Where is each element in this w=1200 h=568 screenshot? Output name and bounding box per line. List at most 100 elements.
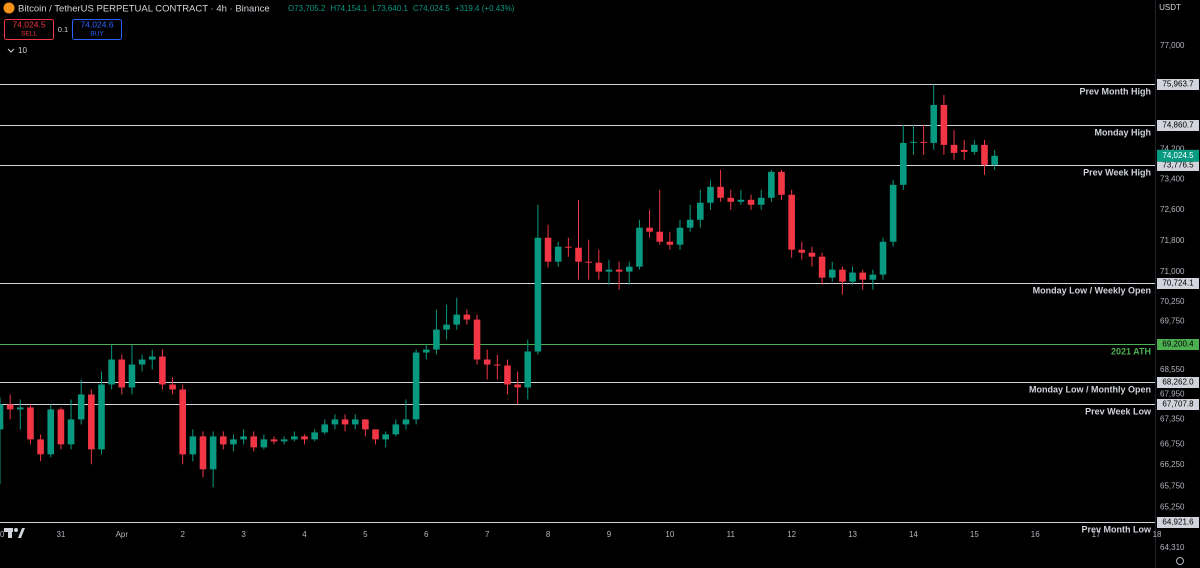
collapse-chevron[interactable] [7,48,15,53]
candle-body [544,237,552,262]
candle-body [707,186,714,203]
x-tick-label: 3 [241,530,246,539]
y-tick-label: 66,750 [1160,439,1185,448]
level-tag-label: 67,707.8 [1162,400,1194,409]
y-tick-label: 71,800 [1160,236,1185,245]
candle-body [636,227,643,267]
buy-button[interactable] [72,19,122,40]
level-tag-label: 74,860.7 [1162,121,1194,130]
candle-body [859,272,866,280]
candle-body [828,269,836,278]
x-tick-label: 5 [363,530,368,539]
indicator-count: 10 [18,46,27,55]
candle-body [443,324,450,330]
candle-body [981,144,988,165]
level-label: Monday Low / Monthly Open [1029,384,1151,394]
level-label: Monday High [1095,127,1152,137]
ohlc-value: L73,640.1 [372,4,408,13]
candle-body [849,272,856,282]
candle-body [615,269,623,272]
level-tag [1157,339,1199,350]
level-label: Prev Week High [1083,167,1151,177]
candle-body [585,261,592,263]
candle-body [798,249,806,253]
candle-body [199,436,207,470]
candle-body [128,364,136,388]
buy-price: 74,024.6 [80,19,113,29]
candle-body [889,184,897,242]
candle-body [351,419,359,425]
candle-body [311,432,318,440]
buy-label: BUY [90,31,104,38]
candle-body [250,436,258,448]
sell-button[interactable] [4,19,54,40]
level-tag [1157,120,1199,131]
candle-body [341,419,349,425]
candle-body [88,394,95,450]
candle-body [301,436,308,440]
candle-body [565,246,572,248]
candle-body [321,424,329,433]
x-tick-label: 8 [546,530,551,539]
candle-body [412,352,420,420]
candle-body [6,404,14,410]
x-tick-label: 18 [1153,530,1162,539]
x-tick-label: 6 [424,530,429,539]
x-tick-label: 7 [485,530,490,539]
candle-body [280,439,288,442]
candle-body [514,384,521,388]
candle-body [98,384,105,450]
level-tag [1157,278,1199,289]
y-tick-label: 68,550 [1160,365,1185,374]
candle-body [138,359,146,365]
candle-body [483,359,491,365]
candle-body [67,419,75,445]
candle-body [971,144,978,152]
candle-body [575,247,582,262]
level-tag [1157,377,1199,388]
candle-body [230,439,237,445]
y-tick-label: 71,000 [1160,267,1185,276]
x-tick-label: 15 [970,530,979,539]
level-tag-label: 73,776.5 [1162,161,1194,170]
y-tick-label: 67,950 [1160,390,1185,399]
candle-body [950,144,958,153]
y-tick-label: 64,310 [1160,543,1185,552]
x-tick-label: 31 [56,530,65,539]
candle-body [717,186,724,198]
candle-body [209,436,217,470]
level-tag [1157,517,1199,528]
level-tag-label: 64,921.6 [1162,518,1194,527]
settings-icon[interactable] [1176,557,1184,565]
candle-body [433,329,440,350]
x-tick-label: 4 [302,530,307,539]
candle-body [219,436,227,445]
y-tick-label: 74,200 [1160,144,1185,153]
candle-body [382,434,389,440]
plot-area [0,84,1155,523]
level-tag-label: 70,724.1 [1162,279,1194,288]
tradingview-logo [4,528,25,538]
candle-body [494,364,501,366]
candle-body [148,356,156,360]
level-tag [1157,79,1199,90]
candle-body [463,314,471,320]
candle-body [240,436,247,440]
x-tick-label: 13 [848,530,857,539]
candle-body [372,429,379,440]
level-tag [1157,399,1199,410]
candle-body [899,142,907,185]
candle-body [879,241,887,275]
candle-body [524,351,532,388]
candle-body [930,104,938,143]
candle-body [270,439,278,442]
candle-body [362,419,369,430]
level-label: 2021 ATH [1111,346,1151,356]
candle-body [504,365,511,385]
candle-body [331,419,339,425]
quantity: 0.1 [58,25,68,34]
candle-body [737,199,745,202]
currency: USDT [1159,3,1181,12]
